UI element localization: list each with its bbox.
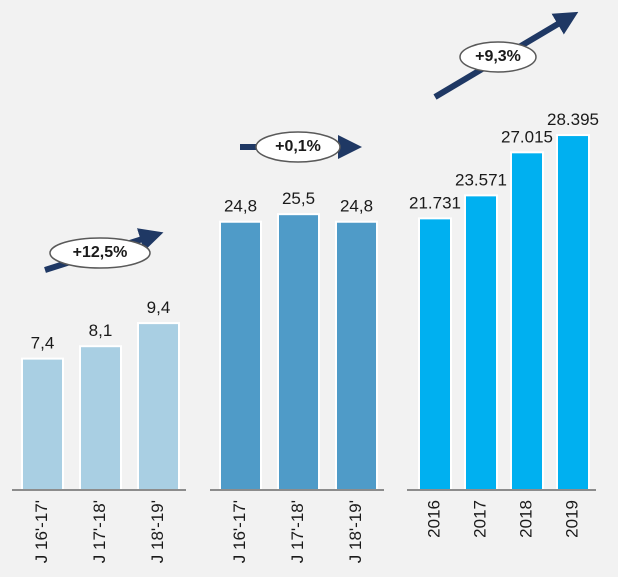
value-label: 27.015 xyxy=(501,127,553,146)
x-tick-label: J 18'-19' xyxy=(148,500,167,563)
bar xyxy=(137,322,180,491)
bar xyxy=(556,134,590,491)
value-label: 28.395 xyxy=(547,110,599,129)
x-tick-label: J 18'-19' xyxy=(346,500,365,563)
x-tick-label: 2019 xyxy=(562,500,581,538)
bar xyxy=(464,194,498,492)
value-label: 24,8 xyxy=(340,197,373,216)
annotation-bubble xyxy=(49,237,151,269)
annotation: +12,5% xyxy=(73,244,128,261)
bar xyxy=(335,220,378,491)
value-label: 8,1 xyxy=(89,321,113,340)
bar xyxy=(418,217,452,492)
x-tick-label: J 16'-17' xyxy=(32,500,51,563)
bar xyxy=(510,151,544,491)
bar xyxy=(79,345,122,491)
value-label: 23.571 xyxy=(455,170,507,189)
value-label: 7,4 xyxy=(31,334,55,353)
annotation: +9,3% xyxy=(475,48,521,65)
x-tick-label: J 16'-17' xyxy=(230,500,249,563)
annotation-bubble xyxy=(255,131,341,163)
value-label: 9,4 xyxy=(147,298,171,317)
x-tick-label: 2017 xyxy=(470,500,489,538)
x-tick-label: 2016 xyxy=(424,500,443,538)
value-label: 25,5 xyxy=(282,189,315,208)
x-tick-label: 2018 xyxy=(516,500,535,538)
bar xyxy=(219,220,262,491)
value-label: 21.731 xyxy=(409,193,461,212)
x-tick-label: J 17'-18' xyxy=(90,500,109,563)
bar xyxy=(21,357,64,492)
value-label: 24,8 xyxy=(224,197,257,216)
x-tick-label: J 17'-18' xyxy=(288,500,307,563)
bar xyxy=(277,213,320,491)
annotation: +0,1% xyxy=(275,138,321,155)
annotation-bubble xyxy=(459,41,537,73)
